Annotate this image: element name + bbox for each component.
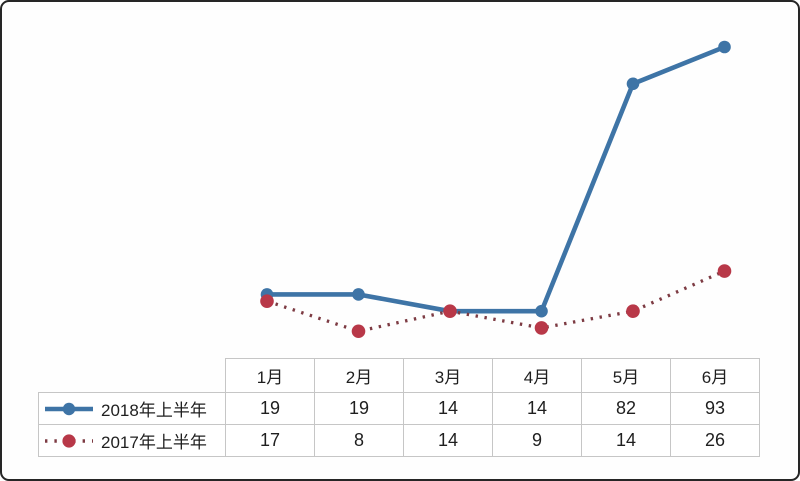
table-cell: 14 (403, 424, 493, 457)
table-cell: 9 (492, 424, 582, 457)
table-cell: 8 (314, 424, 404, 457)
table-corner-blank (39, 359, 226, 393)
table-header-row: 1月 2月 3月 4月 5月 6月 (39, 358, 760, 393)
legend-item-2017: 2017年上半年 (38, 424, 226, 457)
table-cell: 26 (670, 424, 760, 457)
legend-swatch-dotted-line-icon (45, 433, 93, 448)
table-cell: 82 (581, 392, 671, 425)
table-cell: 93 (670, 392, 760, 425)
legend-swatch-solid-line-icon (45, 402, 93, 415)
table-cell: 19 (314, 392, 404, 425)
table-cell: 17 (225, 424, 315, 457)
table-cell: 14 (581, 424, 671, 457)
column-header-month: 2月 (314, 358, 404, 393)
data-table: 1月 2月 3月 4月 5月 6月 2018年上半年 19 19 14 14 8 (38, 358, 760, 457)
column-header-month: 6月 (670, 358, 760, 393)
column-header-month: 1月 (225, 358, 315, 393)
table-row-2018: 2018年上半年 19 19 14 14 82 93 (38, 392, 760, 425)
table-cell: 14 (403, 392, 493, 425)
column-header-month: 5月 (581, 358, 671, 393)
column-header-month: 3月 (403, 358, 493, 393)
legend-item-2018: 2018年上半年 (38, 392, 226, 425)
table-row-2017: 2017年上半年 17 8 14 9 14 26 (38, 424, 760, 457)
series-label: 2017年上半年 (101, 433, 207, 452)
table-cell: 19 (225, 392, 315, 425)
series-label: 2018年上半年 (101, 401, 207, 420)
table-cell: 14 (492, 392, 582, 425)
column-header-month: 4月 (492, 358, 582, 393)
